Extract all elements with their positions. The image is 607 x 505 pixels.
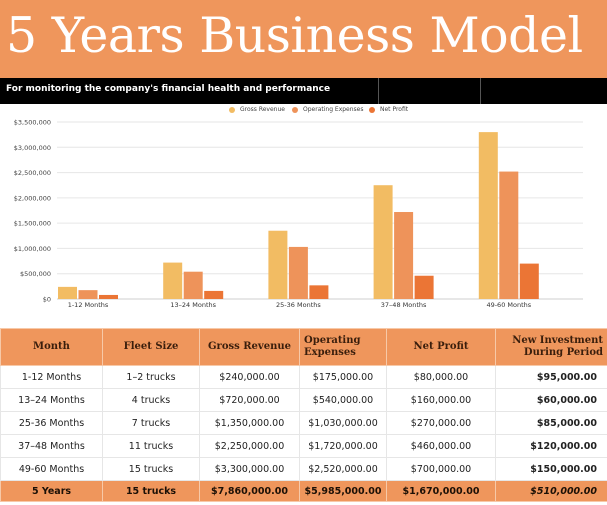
- x-tick-label: 25-36 Months: [276, 301, 321, 309]
- bar-gross-revenue: [58, 286, 77, 299]
- header-month: Month: [0, 328, 103, 366]
- header-net-profit: Net Profit: [386, 328, 496, 366]
- bar-chart: $0 $500,000 $1,000,000 $1,500,000 $2,000,000…: [14, 119, 583, 309]
- cell-fleet-size: 15 trucks: [102, 480, 200, 502]
- page-title: 5 Years Business Model: [6, 7, 583, 64]
- cell-operating-expenses: $2,520,000.00: [299, 457, 387, 481]
- cell-month: 37–48 Months: [0, 434, 103, 458]
- legend-dot-icon: [369, 106, 375, 113]
- cell-operating-expenses: $5,985,000.00: [299, 480, 387, 502]
- table-row: 25-36 Months 7 trucks $1,350,000.00 $1,030,…: [0, 411, 607, 435]
- bar-net-profit: [519, 263, 539, 299]
- cell-fleet-size: 4 trucks: [102, 388, 200, 412]
- bar-operating-expenses: [78, 290, 98, 299]
- bar-gross-revenue: [373, 185, 393, 299]
- x-tick-label: 13–24 Months: [170, 301, 216, 309]
- subtitle-banner: For monitoring the company's financial h…: [0, 78, 607, 104]
- cell-new-investment: $60,000.00: [495, 388, 607, 412]
- bar-net-profit: [99, 294, 118, 299]
- legend-item-gross-revenue: Gross Revenue: [229, 106, 285, 113]
- table-row: 49-60 Months 15 trucks $3,300,000.00 $2,520…: [0, 457, 607, 481]
- cell-net-profit: $80,000.00: [386, 365, 496, 389]
- header-gross-revenue: Gross Revenue: [199, 328, 300, 366]
- header-operating-expenses: Operating Expenses: [299, 328, 387, 366]
- title-banner: 5 Years Business Model: [0, 0, 607, 78]
- cell-new-investment: $85,000.00: [495, 411, 607, 435]
- financial-table: Month Fleet Size Gross Revenue Operating…: [0, 328, 607, 502]
- chart-legend: Gross Revenue Operating Expenses Net Pro…: [0, 106, 607, 118]
- y-tick-label: $3,000,000: [14, 144, 51, 152]
- bar-operating-expenses: [288, 246, 308, 299]
- cell-new-investment: $120,000.00: [495, 434, 607, 458]
- y-tick-label: $1,000,000: [14, 245, 51, 253]
- cell-net-profit: $700,000.00: [386, 457, 496, 481]
- cell-month: 49-60 Months: [0, 457, 103, 481]
- legend-dot-icon: [229, 106, 235, 113]
- y-tick-label: $2,000,000: [14, 194, 51, 202]
- cell-gross-revenue: $240,000.00: [199, 365, 300, 389]
- page-subtitle: For monitoring the company's financial h…: [6, 84, 331, 94]
- cell-operating-expenses: $1,030,000.00: [299, 411, 387, 435]
- bar-gross-revenue: [478, 132, 498, 299]
- cell-operating-expenses: $175,000.00: [299, 365, 387, 389]
- table-row: 1-12 Months 1–2 trucks $240,000.00 $175,000…: [0, 365, 607, 389]
- cell-net-profit: $160,000.00: [386, 388, 496, 412]
- bar-gross-revenue: [163, 262, 183, 299]
- bar-net-profit: [309, 285, 329, 299]
- y-tick-label: $1,500,000: [14, 220, 51, 228]
- cell-gross-revenue: $1,350,000.00: [199, 411, 300, 435]
- cell-new-investment: $150,000.00: [495, 457, 607, 481]
- x-tick-label: 37–48 Months: [381, 301, 427, 309]
- bar-operating-expenses: [499, 171, 519, 299]
- cell-operating-expenses: $540,000.00: [299, 388, 387, 412]
- bar-operating-expenses: [394, 212, 414, 299]
- y-tick-label: $500,000: [20, 270, 51, 278]
- y-tick-label: $2,500,000: [14, 169, 51, 177]
- cell-new-investment: $510,000.00: [495, 480, 607, 502]
- bar-net-profit: [204, 290, 224, 299]
- cell-gross-revenue: $3,300,000.00: [199, 457, 300, 481]
- cell-month: 1-12 Months: [0, 365, 103, 389]
- cell-net-profit: $460,000.00: [386, 434, 496, 458]
- bar-gross-revenue: [268, 230, 288, 299]
- banner-divider: [480, 78, 481, 104]
- cell-fleet-size: 15 trucks: [102, 457, 200, 481]
- cell-operating-expenses: $1,720,000.00: [299, 434, 387, 458]
- x-tick-label: 1-12 Months: [68, 301, 109, 309]
- cell-fleet-size: 1–2 trucks: [102, 365, 200, 389]
- cell-month: 5 Years: [0, 480, 103, 502]
- legend-dot-icon: [292, 106, 298, 113]
- cell-fleet-size: 7 trucks: [102, 411, 200, 435]
- legend-item-net-profit: Net Profit: [369, 106, 408, 113]
- header-new-investment: New Investment During Period: [495, 328, 607, 366]
- table-total-row: 5 Years 15 trucks $7,860,000.00 $5,985,000.…: [0, 480, 607, 502]
- bar-net-profit: [414, 275, 434, 299]
- table-header-row: Month Fleet Size Gross Revenue Operating…: [0, 328, 607, 366]
- legend-label: Net Profit: [380, 106, 409, 113]
- legend-item-operating-expenses: Operating Expenses: [292, 106, 364, 113]
- cell-net-profit: $270,000.00: [386, 411, 496, 435]
- cell-month: 25-36 Months: [0, 411, 103, 435]
- y-tick-label: $0: [43, 296, 51, 304]
- y-tick-label: $3,500,000: [14, 119, 51, 127]
- cell-net-profit: $1,670,000.00: [386, 480, 496, 502]
- banner-divider: [378, 78, 379, 104]
- header-fleet-size: Fleet Size: [102, 328, 200, 366]
- legend-label: Gross Revenue: [240, 106, 285, 113]
- table-row: 13–24 Months 4 trucks $720,000.00 $540,000.…: [0, 388, 607, 412]
- table-row: 37–48 Months 11 trucks $2,250,000.00 $1,720…: [0, 434, 607, 458]
- cell-new-investment: $95,000.00: [495, 365, 607, 389]
- cell-gross-revenue: $2,250,000.00: [199, 434, 300, 458]
- cell-month: 13–24 Months: [0, 388, 103, 412]
- cell-gross-revenue: $7,860,000.00: [199, 480, 300, 502]
- cell-fleet-size: 11 trucks: [102, 434, 200, 458]
- bar-operating-expenses: [183, 271, 203, 299]
- legend-label: Operating Expenses: [303, 106, 364, 113]
- x-tick-label: 49-60 Months: [486, 301, 531, 309]
- cell-gross-revenue: $720,000.00: [199, 388, 300, 412]
